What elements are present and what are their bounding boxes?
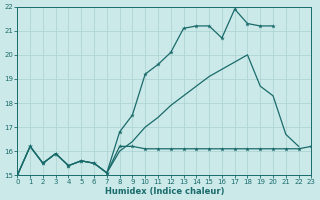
X-axis label: Humidex (Indice chaleur): Humidex (Indice chaleur) — [105, 187, 224, 196]
